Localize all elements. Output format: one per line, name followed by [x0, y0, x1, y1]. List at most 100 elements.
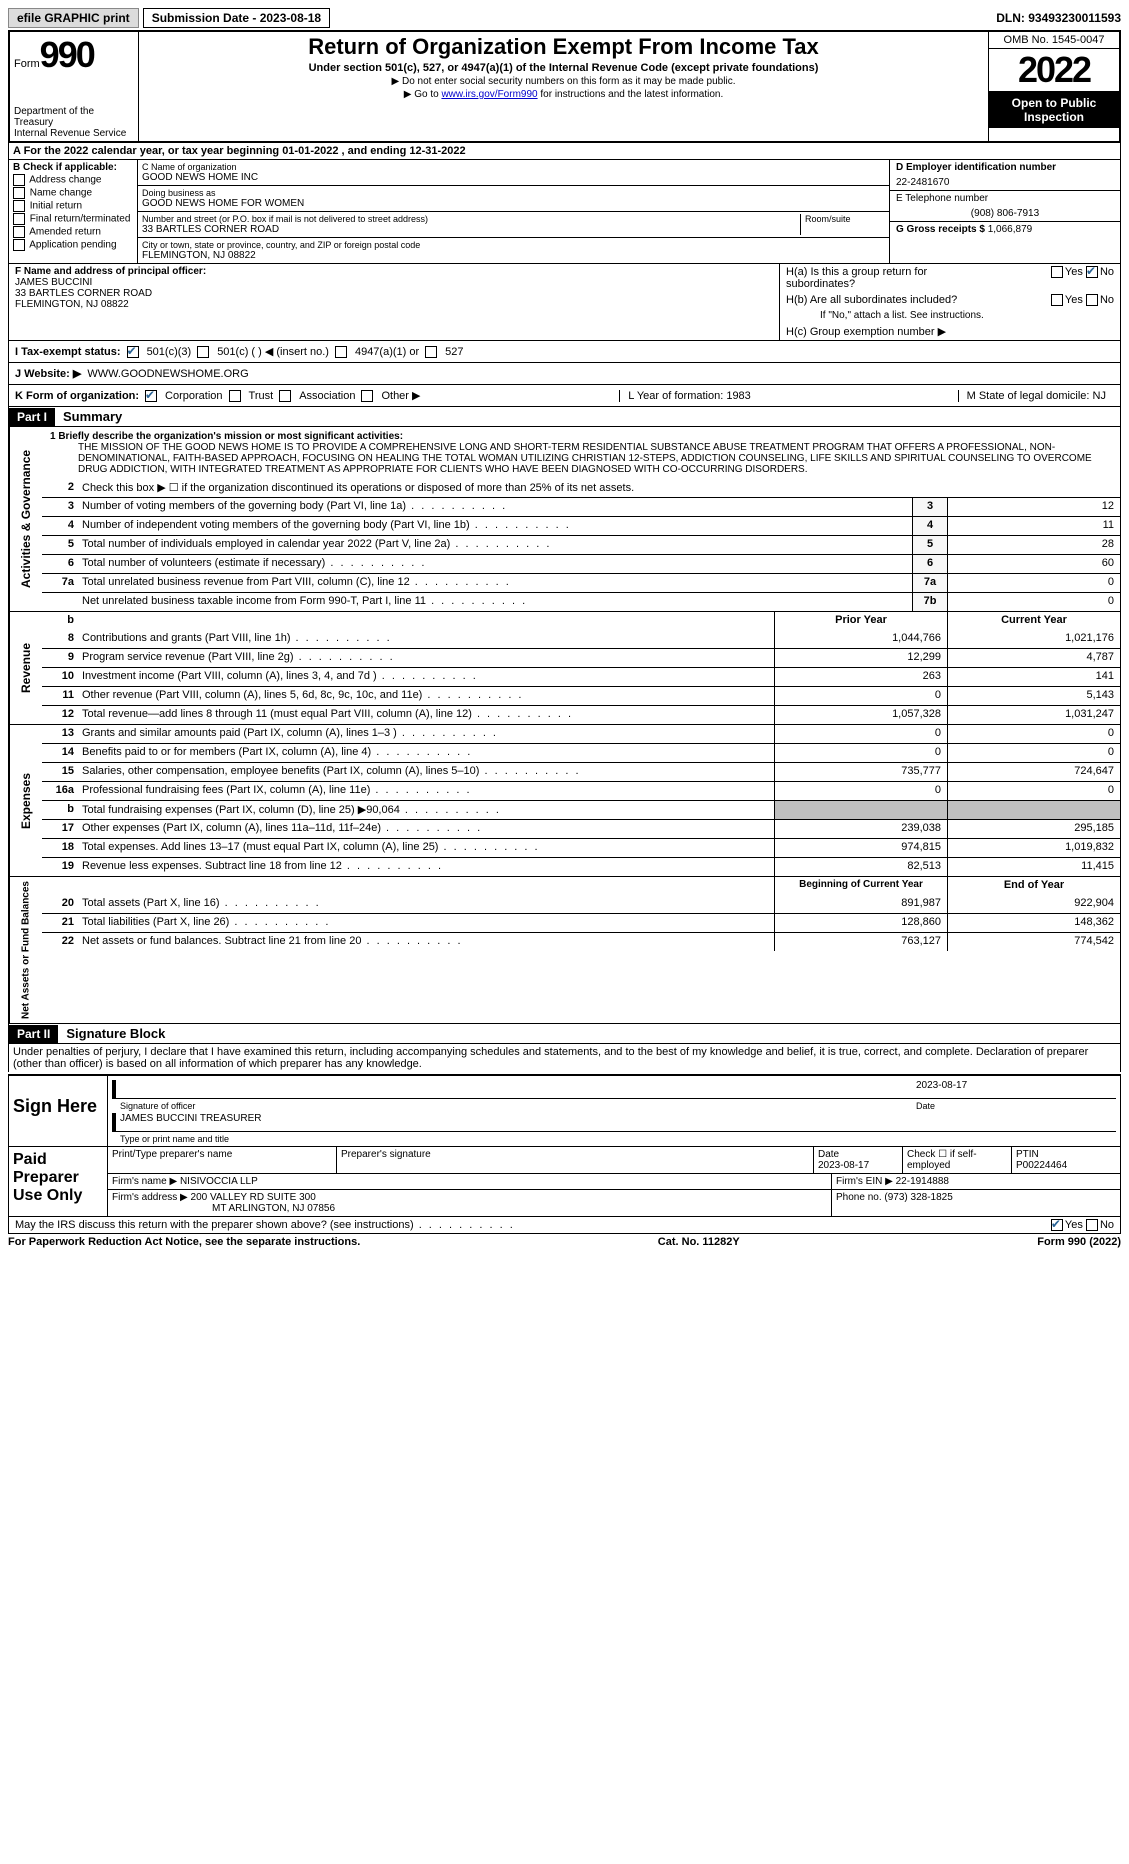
gov-line: 7aTotal unrelated business revenue from … [42, 573, 1120, 592]
4947-checkbox[interactable] [335, 346, 347, 358]
firm-label: Firm's name ▶ [112, 1176, 177, 1187]
hb-note: If "No," attach a list. See instructions… [780, 308, 1120, 323]
discuss-no-checkbox[interactable] [1086, 1219, 1098, 1231]
colb-option[interactable]: Application pending [13, 239, 133, 251]
sig-name: JAMES BUCCINI TREASURER [112, 1113, 262, 1131]
firm-addr-label: Firm's address ▶ [112, 1192, 188, 1203]
part1-title: Summary [55, 407, 130, 426]
dba-label: Doing business as [142, 188, 885, 198]
signature-block: Sign Here Signature of officer 2023-08-1… [8, 1074, 1121, 1217]
discuss-yes-checkbox[interactable] [1051, 1219, 1063, 1231]
summary-line: 22Net assets or fund balances. Subtract … [42, 932, 1120, 951]
korg-label: K Form of organization: [15, 390, 139, 402]
opt-corp: Corporation [165, 390, 222, 402]
ha-yesno: Yes No [1051, 266, 1114, 290]
prep-name-hdr: Print/Type preparer's name [108, 1147, 337, 1173]
ha-label: H(a) Is this a group return for subordin… [786, 266, 986, 290]
firm-name: NISIVOCCIA LLP [180, 1176, 258, 1187]
firm-ein: 22-1914888 [896, 1176, 949, 1187]
assoc-checkbox[interactable] [279, 390, 291, 402]
opt-527: 527 [445, 346, 463, 358]
current-year-hdr: Current Year [947, 612, 1120, 630]
end-year-hdr: End of Year [947, 877, 1120, 895]
trust-checkbox[interactable] [229, 390, 241, 402]
org-name: GOOD NEWS HOME INC [142, 172, 885, 183]
summary-line: 21Total liabilities (Part X, line 26)128… [42, 913, 1120, 932]
gov-line: 5Total number of individuals employed in… [42, 535, 1120, 554]
form-subtitle-3: ▶ Go to www.irs.gov/Form990 for instruct… [143, 89, 984, 100]
summary-line: 19Revenue less expenses. Subtract line 1… [42, 857, 1120, 876]
part1-tag: Part I [9, 408, 55, 426]
summary-line: 15Salaries, other compensation, employee… [42, 762, 1120, 781]
summary-line: 8Contributions and grants (Part VIII, li… [42, 630, 1120, 648]
tax-status-label: I Tax-exempt status: [15, 346, 121, 358]
hb-yesno: Yes No [1051, 294, 1114, 306]
officer-label: F Name and address of principal officer: [15, 266, 773, 277]
prep-sig-hdr: Preparer's signature [337, 1147, 814, 1173]
mission-block: 1 Briefly describe the organization's mi… [42, 427, 1120, 479]
vtab-revenue: Revenue [9, 612, 42, 724]
dept-treasury: Department of the Treasury Internal Reve… [14, 106, 134, 139]
corp-checkbox[interactable] [145, 390, 157, 402]
tax-year: 2022 [989, 49, 1119, 92]
form-header: Form 990 Department of the Treasury Inte… [8, 32, 1121, 143]
501c-checkbox[interactable] [197, 346, 209, 358]
colb-option[interactable]: Address change [13, 174, 133, 186]
ein-value: 22-2481670 [896, 177, 1114, 188]
tel-label: E Telephone number [896, 193, 1114, 204]
begin-year-hdr: Beginning of Current Year [774, 877, 947, 895]
room-label: Room/suite [805, 214, 885, 224]
form-number: Form 990 [14, 34, 134, 76]
addr-label: Number and street (or P.O. box if mail i… [142, 214, 800, 224]
efile-button[interactable]: efile GRAPHIC print [8, 8, 139, 28]
ptin-hdr: PTIN [1016, 1149, 1116, 1160]
netassets-section: Net Assets or Fund Balances Beginning of… [8, 877, 1121, 1024]
gov-line: 3Number of voting members of the governi… [42, 497, 1120, 516]
tax-status-row: I Tax-exempt status: 501(c)(3) 501(c) ( … [8, 341, 1121, 363]
form-word: Form [14, 58, 40, 70]
cat-no: Cat. No. 11282Y [658, 1236, 740, 1248]
city-value: FLEMINGTON, NJ 08822 [142, 250, 885, 261]
col-b-checkboxes: B Check if applicable: Address change Na… [9, 160, 138, 263]
colb-option[interactable]: Name change [13, 187, 133, 199]
officer-addr2: FLEMINGTON, NJ 08822 [15, 299, 773, 310]
vtab-expenses: Expenses [9, 725, 42, 876]
summary-line: 13Grants and similar amounts paid (Part … [42, 725, 1120, 743]
hb-label: H(b) Are all subordinates included? [786, 294, 986, 306]
officer-h-block: F Name and address of principal officer:… [8, 264, 1121, 341]
firm-addr1: 200 VALLEY RD SUITE 300 [191, 1192, 316, 1203]
addr-value: 33 BARTLES CORNER ROAD [142, 224, 800, 235]
501c3-checkbox[interactable] [127, 346, 139, 358]
revenue-section: Revenue b Prior Year Current Year 8Contr… [8, 612, 1121, 725]
form-footer: Form 990 (2022) [1037, 1236, 1121, 1248]
prep-date-hdr: Date [818, 1149, 898, 1160]
summary-line: 10Investment income (Part VIII, column (… [42, 667, 1120, 686]
sig-officer-label: Signature of officer [112, 1101, 916, 1111]
colb-option[interactable]: Amended return [13, 226, 133, 238]
irs-link[interactable]: www.irs.gov/Form990 [441, 89, 537, 100]
sig-date: 2023-08-17 [916, 1080, 967, 1098]
org-name-label: C Name of organization [142, 162, 885, 172]
open-inspection: Open to Public Inspection [989, 92, 1119, 128]
opt-4947: 4947(a)(1) or [355, 346, 419, 358]
form-subtitle-2: ▶ Do not enter social security numbers o… [143, 76, 984, 87]
summary-line: 9Program service revenue (Part VIII, lin… [42, 648, 1120, 667]
other-checkbox[interactable] [361, 390, 373, 402]
gross-value: 1,066,879 [988, 224, 1033, 235]
colb-option[interactable]: Final return/terminated [13, 213, 133, 225]
gov-line: 2Check this box ▶ ☐ if the organization … [42, 479, 1120, 497]
527-checkbox[interactable] [425, 346, 437, 358]
website-row: J Website: ▶ WWW.GOODNEWSHOME.ORG [8, 363, 1121, 385]
mission-text: THE MISSION OF THE GOOD NEWS HOME IS TO … [78, 442, 1112, 475]
discuss-yes: Yes [1065, 1219, 1083, 1231]
prep-selfemp: Check ☐ if self-employed [903, 1147, 1012, 1173]
summary-line: 17Other expenses (Part IX, column (A), l… [42, 819, 1120, 838]
top-bar: efile GRAPHIC print Submission Date - 20… [8, 8, 1121, 32]
part2-tag: Part II [9, 1025, 58, 1043]
website-value: WWW.GOODNEWSHOME.ORG [87, 368, 248, 380]
entity-block: B Check if applicable: Address change Na… [8, 160, 1121, 264]
submission-date: Submission Date - 2023-08-18 [143, 8, 330, 28]
colb-option[interactable]: Initial return [13, 200, 133, 212]
expenses-section: Expenses 13Grants and similar amounts pa… [8, 725, 1121, 877]
goto-suffix: for instructions and the latest informat… [538, 89, 724, 100]
